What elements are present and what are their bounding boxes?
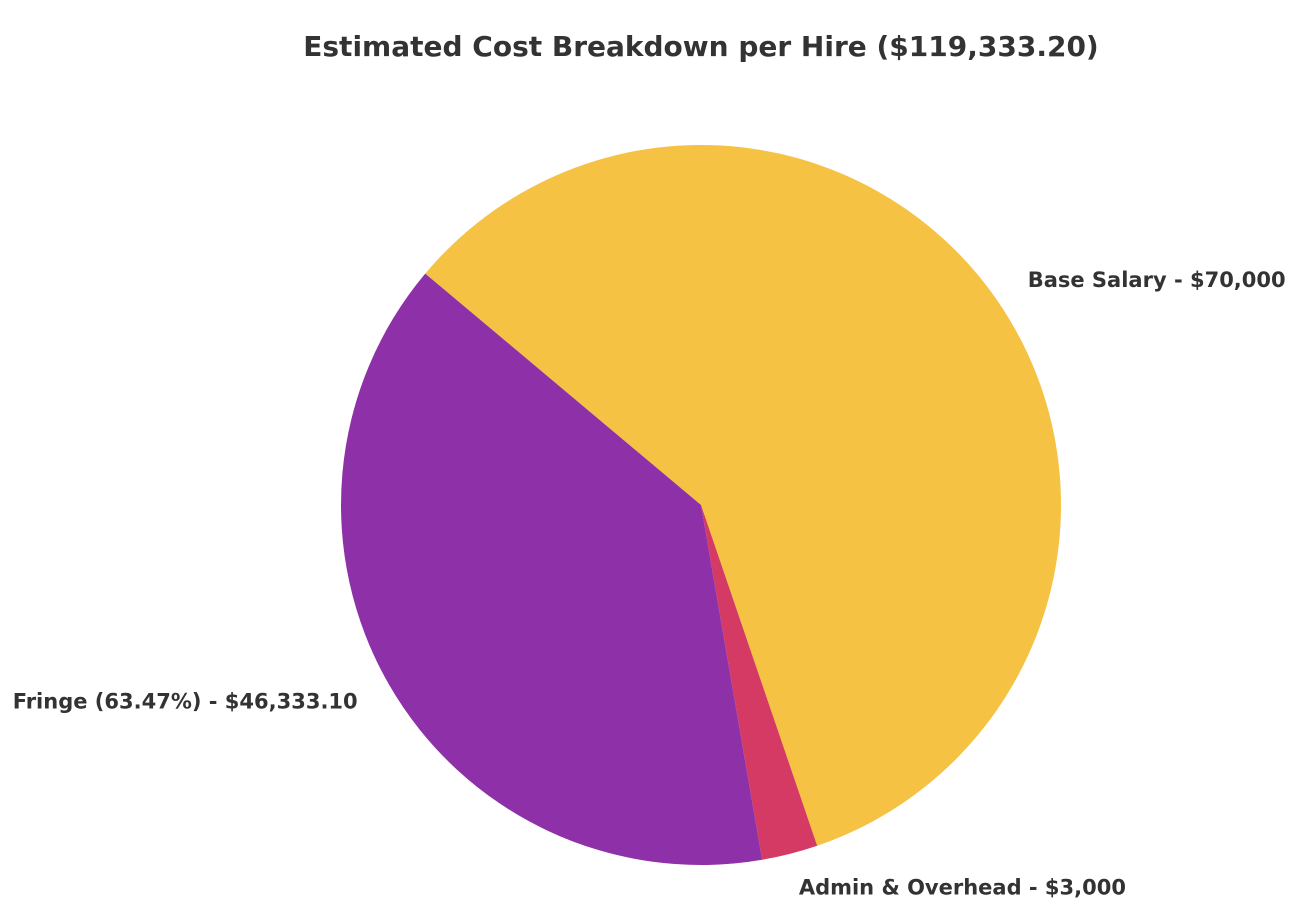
chart-title: Estimated Cost Breakdown per Hire ($119,… <box>303 30 1098 63</box>
slice-label-admin-overhead: Admin & Overhead - $3,000 <box>799 876 1126 900</box>
pie-slice-base-salary <box>425 144 1061 846</box>
pie-slices <box>341 144 1061 865</box>
slice-label-base-salary: Base Salary - $70,000 <box>1028 268 1286 292</box>
pie-slice-admin-overhead <box>701 505 818 860</box>
pie-slice-fringe-63-47 <box>341 273 763 865</box>
slice-label-fringe-63-47: Fringe (63.47%) - $46,333.10 <box>13 689 358 713</box>
pie-labels: Base Salary - $70,000 Admin & Overhead - … <box>13 268 1286 900</box>
